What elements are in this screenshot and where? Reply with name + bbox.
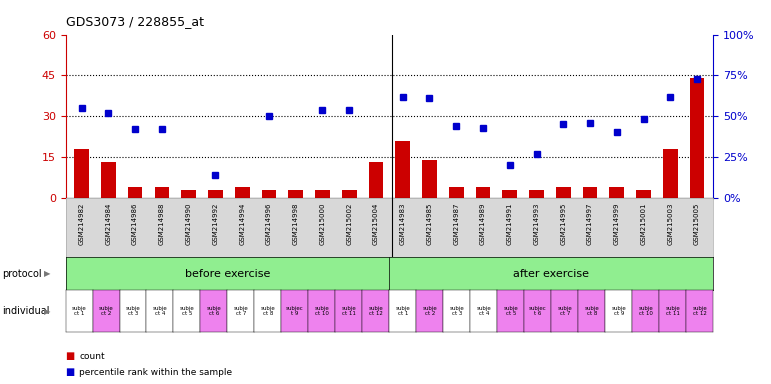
Bar (449, 187, 463, 198)
Text: GSM214994: GSM214994 (239, 202, 245, 245)
Text: ■: ■ (66, 367, 75, 377)
Text: subje
ct 8: subje ct 8 (584, 306, 599, 316)
Text: subje
ct 6: subje ct 6 (207, 306, 221, 316)
Text: subje
ct 3: subje ct 3 (126, 306, 140, 316)
Text: GSM214982: GSM214982 (79, 202, 85, 245)
Text: GSM214995: GSM214995 (561, 202, 567, 245)
Bar (396, 141, 410, 198)
Text: subje
ct 12: subje ct 12 (369, 306, 383, 316)
Text: subje
ct 5: subje ct 5 (503, 306, 518, 316)
Text: ■: ■ (66, 351, 75, 361)
Bar (208, 190, 223, 198)
Bar (369, 162, 383, 198)
Text: subje
ct 10: subje ct 10 (315, 306, 329, 316)
Text: GSM214997: GSM214997 (587, 202, 593, 245)
Text: GSM214988: GSM214988 (159, 202, 165, 245)
Text: subje
ct 2: subje ct 2 (423, 306, 437, 316)
Text: subje
ct 7: subje ct 7 (557, 306, 572, 316)
Text: subje
ct 12: subje ct 12 (692, 306, 707, 316)
Text: subje
ct 7: subje ct 7 (234, 306, 248, 316)
Text: GSM214990: GSM214990 (186, 202, 192, 245)
Bar (154, 187, 170, 198)
Text: GSM214986: GSM214986 (132, 202, 138, 245)
Text: GSM214983: GSM214983 (399, 202, 406, 245)
Bar (128, 187, 143, 198)
Bar (556, 187, 571, 198)
Text: subje
ct 11: subje ct 11 (342, 306, 356, 316)
Text: subje
ct 8: subje ct 8 (261, 306, 275, 316)
Bar (583, 187, 598, 198)
Text: GSM214993: GSM214993 (534, 202, 540, 245)
Text: GSM214999: GSM214999 (614, 202, 620, 245)
Bar (342, 190, 356, 198)
Text: GDS3073 / 228855_at: GDS3073 / 228855_at (66, 15, 204, 28)
Bar (663, 149, 678, 198)
Bar (261, 190, 276, 198)
Bar (636, 190, 651, 198)
Text: subjec
t 9: subjec t 9 (286, 306, 304, 316)
Bar (101, 162, 116, 198)
Text: GSM214987: GSM214987 (453, 202, 460, 245)
Bar (74, 149, 89, 198)
Bar (235, 187, 250, 198)
Text: GSM215002: GSM215002 (346, 202, 352, 245)
Text: subje
ct 10: subje ct 10 (638, 306, 653, 316)
Text: GSM214998: GSM214998 (293, 202, 298, 245)
Text: after exercise: after exercise (513, 268, 589, 279)
Text: subje
ct 1: subje ct 1 (396, 306, 410, 316)
Text: individual: individual (2, 306, 50, 316)
Text: count: count (79, 352, 105, 361)
Text: subje
ct 2: subje ct 2 (99, 306, 113, 316)
Text: GSM214985: GSM214985 (426, 202, 433, 245)
Text: GSM214984: GSM214984 (106, 202, 111, 245)
Text: GSM215003: GSM215003 (668, 202, 673, 245)
Bar (423, 160, 437, 198)
Text: GSM214996: GSM214996 (266, 202, 272, 245)
Bar (690, 78, 705, 198)
Text: GSM214989: GSM214989 (480, 202, 486, 245)
Bar (315, 190, 330, 198)
Text: subje
ct 11: subje ct 11 (665, 306, 680, 316)
Text: GSM215005: GSM215005 (694, 202, 700, 245)
Text: GSM214991: GSM214991 (507, 202, 513, 245)
Bar (181, 190, 196, 198)
Text: before exercise: before exercise (185, 268, 270, 279)
Text: GSM215004: GSM215004 (373, 202, 379, 245)
Text: subje
ct 3: subje ct 3 (449, 306, 464, 316)
Text: subjec
t 6: subjec t 6 (529, 306, 547, 316)
Text: ▶: ▶ (44, 306, 50, 316)
Text: ▶: ▶ (44, 269, 50, 278)
Text: subje
ct 1: subje ct 1 (72, 306, 86, 316)
Text: subje
ct 5: subje ct 5 (180, 306, 194, 316)
Text: subje
ct 4: subje ct 4 (476, 306, 491, 316)
Bar (503, 190, 517, 198)
Bar (288, 190, 303, 198)
Bar (529, 190, 544, 198)
Text: subje
ct 9: subje ct 9 (611, 306, 626, 316)
Text: GSM214992: GSM214992 (212, 202, 218, 245)
Text: protocol: protocol (2, 268, 42, 279)
Text: subje
ct 4: subje ct 4 (153, 306, 167, 316)
Text: percentile rank within the sample: percentile rank within the sample (79, 368, 233, 377)
Text: GSM215001: GSM215001 (641, 202, 647, 245)
Bar (476, 187, 490, 198)
Text: GSM215000: GSM215000 (319, 202, 325, 245)
Bar (609, 187, 625, 198)
